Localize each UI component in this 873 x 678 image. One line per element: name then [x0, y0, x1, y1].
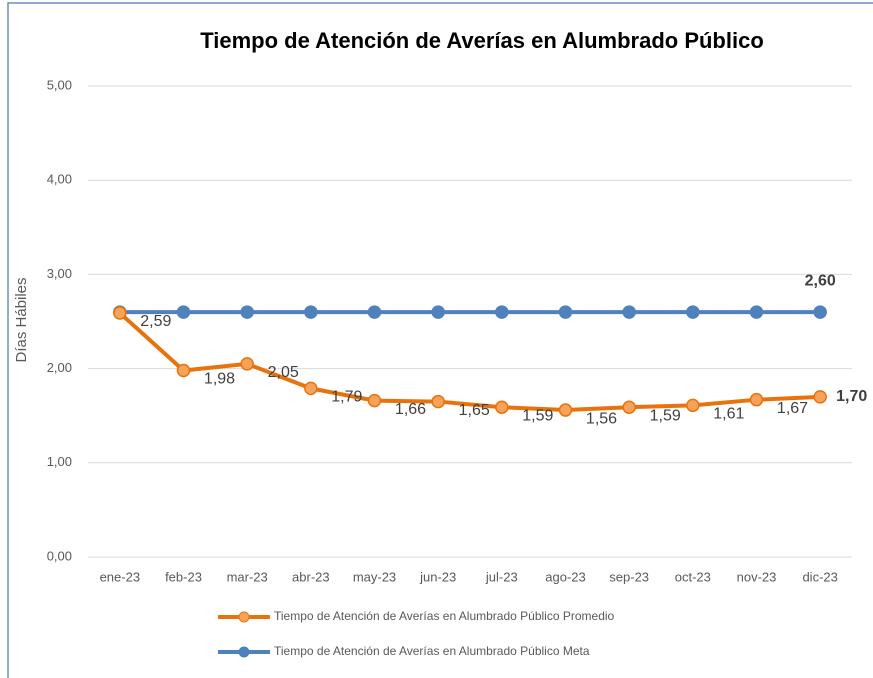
data-label: 1,67: [777, 400, 808, 417]
data-label: 2,59: [140, 313, 171, 330]
x-tick-label: feb-23: [165, 569, 202, 584]
marker: [686, 398, 700, 413]
data-label: 1,98: [204, 371, 235, 388]
marker: [495, 400, 509, 414]
marker: [113, 306, 127, 320]
chart-title: Tiempo de Atención de Averías en Alumbra…: [200, 28, 764, 53]
data-label: 1,66: [395, 401, 426, 418]
marker: [367, 305, 382, 319]
marker: [749, 305, 764, 319]
marker: [495, 305, 509, 319]
data-label: 1,70: [836, 388, 867, 405]
marker: [367, 393, 382, 408]
x-tick-label: ago-23: [545, 569, 585, 584]
legend-marker: [238, 611, 250, 623]
marker: [813, 305, 827, 319]
y-tick-label: 3,00: [47, 266, 72, 281]
data-label: 2,60: [805, 272, 836, 289]
y-tick-label: 4,00: [47, 172, 72, 187]
marker: [240, 357, 254, 371]
y-tick-label: 1,00: [47, 454, 72, 469]
data-label: 1,59: [522, 407, 553, 424]
marker: [558, 305, 573, 319]
marker: [304, 381, 318, 396]
marker: [622, 305, 636, 319]
data-label: 1,59: [650, 407, 681, 424]
marker: [431, 305, 445, 319]
legend-label: Tiempo de Atención de Averías en Alumbra…: [274, 609, 615, 623]
y-tick-label: 2,00: [47, 360, 72, 375]
marker: [749, 392, 764, 407]
x-tick-label: jul-23: [485, 569, 518, 584]
legend-marker: [238, 646, 250, 658]
x-tick-label: sep-23: [609, 569, 649, 584]
y-axis-title: Días Hábiles: [13, 277, 30, 362]
marker: [176, 305, 191, 319]
x-tick-label: may-23: [353, 569, 396, 584]
legend-label: Tiempo de Atención de Averías en Alumbra…: [274, 644, 590, 658]
y-tick-label: 0,00: [47, 548, 72, 563]
x-tick-label: abr-23: [292, 569, 330, 584]
marker: [622, 400, 636, 414]
x-tick-label: nov-23: [737, 569, 777, 584]
data-label: 1,65: [459, 402, 490, 419]
marker: [240, 305, 254, 319]
y-tick-label: 5,00: [47, 77, 72, 92]
series-line: [118, 311, 821, 413]
data-label: 1,79: [331, 389, 362, 406]
data-label: 2,05: [268, 364, 299, 381]
marker: [431, 394, 445, 409]
x-tick-label: oct-23: [675, 569, 711, 584]
data-label: 1,56: [586, 410, 617, 427]
marker: [813, 390, 827, 404]
x-tick-label: ene-23: [100, 569, 140, 584]
frame: [7, 2, 873, 678]
marker: [558, 403, 573, 417]
marker: [304, 305, 318, 319]
x-tick-label: jun-23: [419, 569, 456, 584]
data-label: 1,61: [713, 406, 744, 423]
marker: [686, 305, 700, 319]
marker: [176, 363, 191, 378]
x-tick-label: mar-23: [227, 569, 268, 584]
x-tick-label: dic-23: [802, 569, 837, 584]
